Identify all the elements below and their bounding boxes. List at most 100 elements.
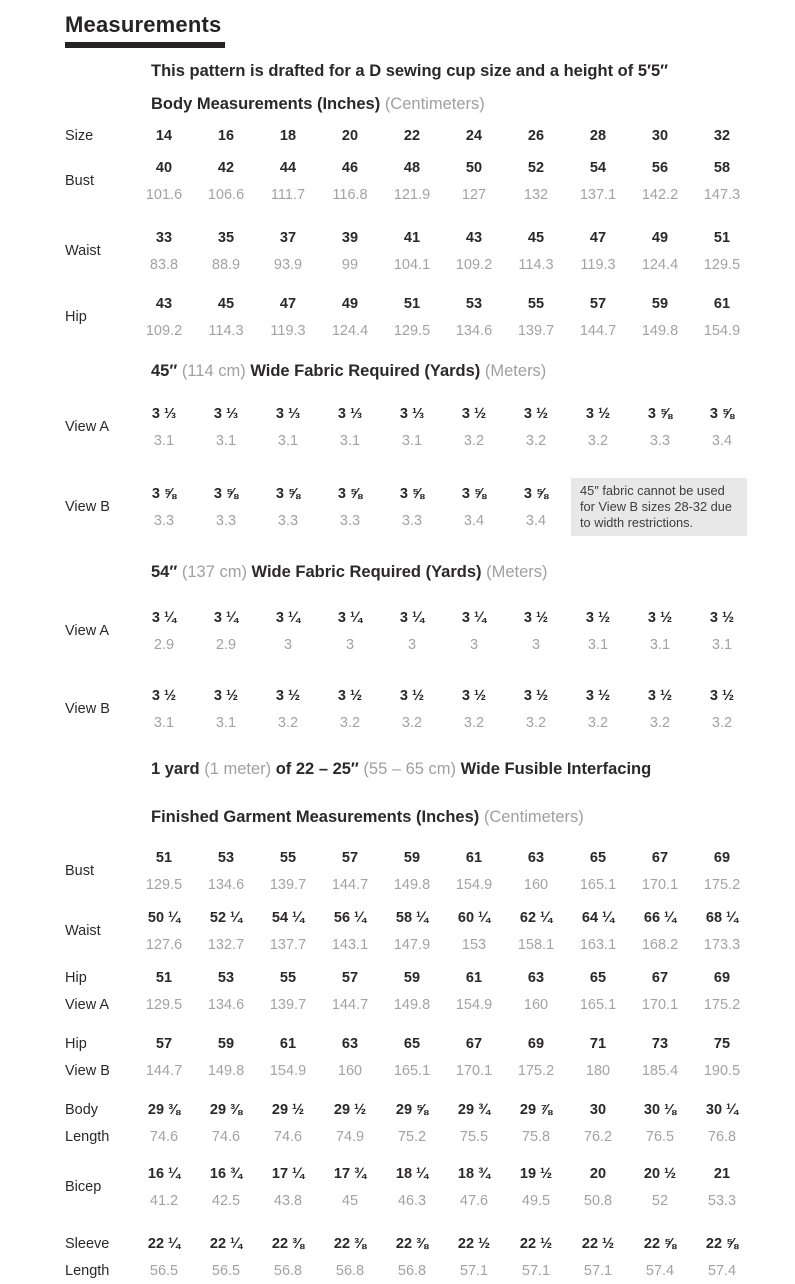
inches-value: 49 xyxy=(341,296,359,312)
measure-cell: 3 ⅓ 3.1 xyxy=(381,400,443,454)
measure-cell: 49 124.4 xyxy=(629,224,691,278)
inches-value: 75 xyxy=(713,1036,731,1052)
cm-value: 170.1 xyxy=(641,877,679,893)
measure-cell: 48 121.9 xyxy=(381,154,443,208)
measure-cell: 53 134.6 xyxy=(195,964,257,1018)
inches-value: 3 ½ xyxy=(647,610,673,626)
measure-cell: 65 165.1 xyxy=(567,964,629,1018)
intro-note: This pattern is drafted for a D sewing c… xyxy=(151,62,669,80)
inches-value: 56 xyxy=(651,160,669,176)
inches-value: 60 ¼ xyxy=(457,910,491,926)
row-hip: Hip 43 109.2 45 114.3 47 119.3 49 124.4 51 129.5 53… xyxy=(65,290,795,344)
inches-value: 3 ½ xyxy=(523,406,549,422)
measure-cell: 59 149.8 xyxy=(381,844,443,898)
heading-segment-metric: (Meters) xyxy=(486,563,548,581)
row-label-waist: Waist xyxy=(65,243,133,260)
inches-value: 53 xyxy=(217,970,235,986)
cm-value: 46.3 xyxy=(397,1193,427,1209)
measure-cell: 61 154.9 xyxy=(443,844,505,898)
measure-cell: 3 ½ 3.1 xyxy=(567,604,629,658)
measure-cell: 65 165.1 xyxy=(567,844,629,898)
cm-value: 134.6 xyxy=(455,323,493,339)
row-hip-view-b: Hip View B 57 144.7 59 149.8 61 154.9 63 160 65 165… xyxy=(65,1030,795,1084)
inches-value: 3 ½ xyxy=(647,688,673,704)
measure-cell: 3 ⅓ 3.1 xyxy=(195,400,257,454)
inches-value: 29 ¾ xyxy=(457,1102,491,1118)
cm-value: 3.3 xyxy=(401,513,423,529)
measure-cell: 29 ⅝ 75.2 xyxy=(381,1096,443,1150)
cm-value: 3.1 xyxy=(649,637,671,653)
cm-value: 42.5 xyxy=(211,1193,241,1209)
cm-value: 3.3 xyxy=(277,513,299,529)
inches-value: 29 ⅞ xyxy=(519,1102,553,1118)
measure-cell: 65 165.1 xyxy=(381,1030,443,1084)
cm-value: 49.5 xyxy=(521,1193,551,1209)
cm-value: 3.1 xyxy=(711,637,733,653)
inches-value: 3 ⅓ xyxy=(337,406,363,422)
inches-value: 49 xyxy=(651,230,669,246)
row-label-line: Bicep xyxy=(65,1178,102,1195)
heading-segment-metric: (1 meter) xyxy=(204,760,276,778)
inches-value: 3 ⅓ xyxy=(213,406,239,422)
measure-cell: 16 xyxy=(195,126,257,146)
measure-cell: 3 ½ 3.2 xyxy=(505,682,567,736)
measure-cell: 3 ½ 3.2 xyxy=(319,682,381,736)
cm-value: 114.3 xyxy=(518,257,554,273)
measure-cell: 22 ½ 57.1 xyxy=(505,1230,567,1284)
inches-value: 54 xyxy=(589,160,607,176)
cm-value: 143.1 xyxy=(331,937,369,953)
inches-value: 66 ¼ xyxy=(643,910,677,926)
cm-value: 53.3 xyxy=(707,1193,737,1209)
inches-value: 18 ¼ xyxy=(395,1166,429,1182)
measure-cell: 3 ½ 3.2 xyxy=(381,682,443,736)
measure-cell: 42 106.6 xyxy=(195,154,257,208)
inches-value: 3 ¼ xyxy=(461,610,487,626)
inches-value: 3 ⅝ xyxy=(647,406,673,422)
measure-cell: 61 154.9 xyxy=(443,964,505,1018)
inches-value: 55 xyxy=(527,296,545,312)
inches-value: 58 ¼ xyxy=(395,910,429,926)
inches-value: 3 ¼ xyxy=(399,610,425,626)
fabric-54-heading: 54″ (137 cm) Wide Fabric Required (Yards… xyxy=(151,563,795,582)
measure-cell: 3 ½ 3.1 xyxy=(629,604,691,658)
measure-cell: 3 ¼ 3 xyxy=(381,604,443,658)
measure-cell: 43 109.2 xyxy=(443,224,505,278)
inches-value: 53 xyxy=(217,850,235,866)
section-body-measurements: Body Measurements (Inches) (Centimeters)… xyxy=(65,95,795,344)
cm-value: 147.3 xyxy=(703,187,741,203)
inches-value: 22 xyxy=(403,128,421,144)
inches-value: 20 xyxy=(589,1166,607,1182)
measure-cell: 28 xyxy=(567,126,629,146)
row-label-sleeve-length: Sleeve Length xyxy=(65,1230,133,1284)
inches-value: 14 xyxy=(155,128,173,144)
inches-value: 44 xyxy=(279,160,297,176)
cm-value: 88.9 xyxy=(211,257,241,273)
cm-value: 3.1 xyxy=(587,637,609,653)
measure-cell: 22 ⅜ 56.8 xyxy=(319,1230,381,1284)
inches-value: 20 ½ xyxy=(643,1166,677,1182)
inches-value: 3 ½ xyxy=(523,610,549,626)
measure-cell: 3 ⅓ 3.1 xyxy=(257,400,319,454)
cm-value: 56.8 xyxy=(335,1263,365,1279)
section-finished-garment: Finished Garment Measurements (Inches) (… xyxy=(65,808,795,1284)
cm-value: 75.5 xyxy=(459,1129,489,1145)
measure-cell: 33 83.8 xyxy=(133,224,195,278)
heading-segment: Wide Fabric Required (Yards) xyxy=(250,362,485,380)
cm-value: 160 xyxy=(523,997,549,1013)
row-label-hip: Hip xyxy=(65,309,133,326)
inches-value: 3 ½ xyxy=(461,406,487,422)
cm-value: 3.2 xyxy=(463,715,485,731)
measure-cell: 67 170.1 xyxy=(629,964,691,1018)
measure-cell: 20 xyxy=(319,126,381,146)
measure-cell: 47 119.3 xyxy=(567,224,629,278)
inches-value: 64 ¼ xyxy=(581,910,615,926)
interfacing-heading: 1 yard (1 meter) of 22 – 25″ (55 – 65 cm… xyxy=(151,760,795,779)
measure-cell: 3 ⅝ 3.4 xyxy=(691,400,753,454)
cm-value: 93.9 xyxy=(273,257,303,273)
cm-value: 3.2 xyxy=(587,433,609,449)
inches-value: 52 ¼ xyxy=(209,910,243,926)
measure-cell: 60 ¼ 153 xyxy=(443,904,505,958)
row-label-line: View B xyxy=(65,498,110,515)
inches-value: 17 ¼ xyxy=(271,1166,305,1182)
